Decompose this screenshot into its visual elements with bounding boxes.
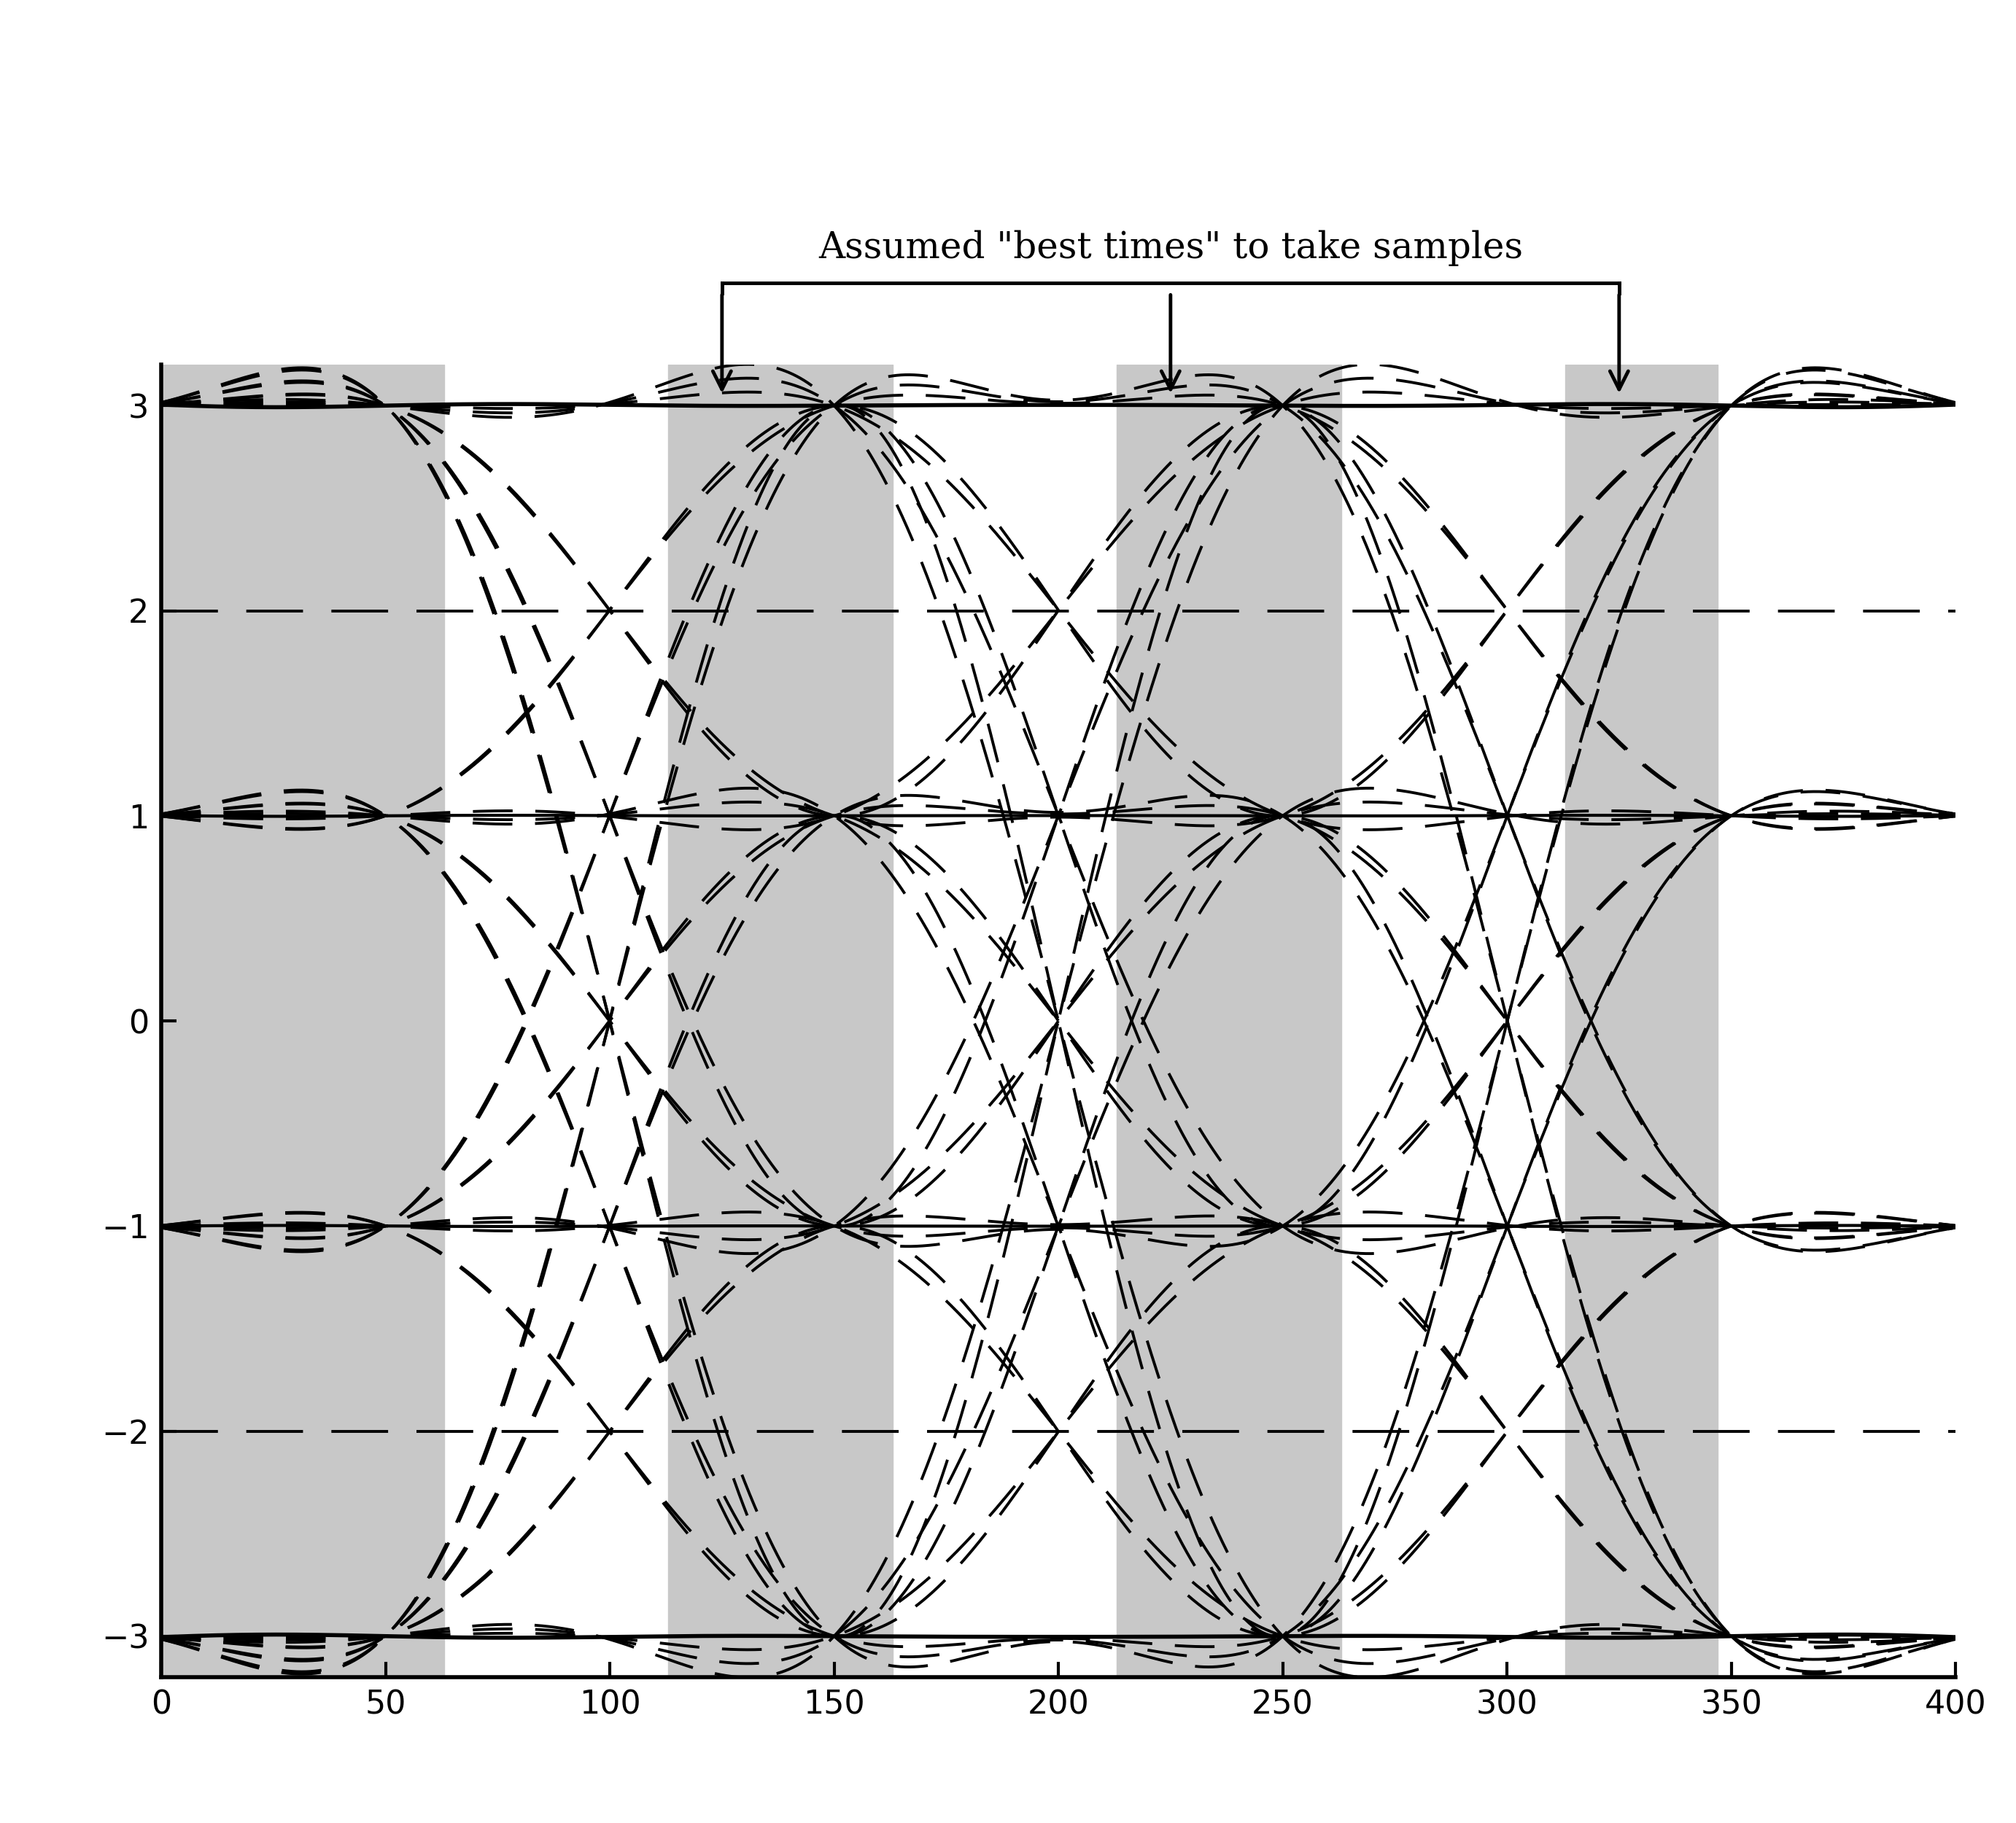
Bar (1564, 365, 1718, 1677)
Text: Assumed "best times" to take samples: Assumed "best times" to take samples (818, 230, 1522, 266)
Bar (667, 365, 893, 1677)
Bar (1117, 365, 1341, 1677)
Bar (161, 365, 444, 1677)
